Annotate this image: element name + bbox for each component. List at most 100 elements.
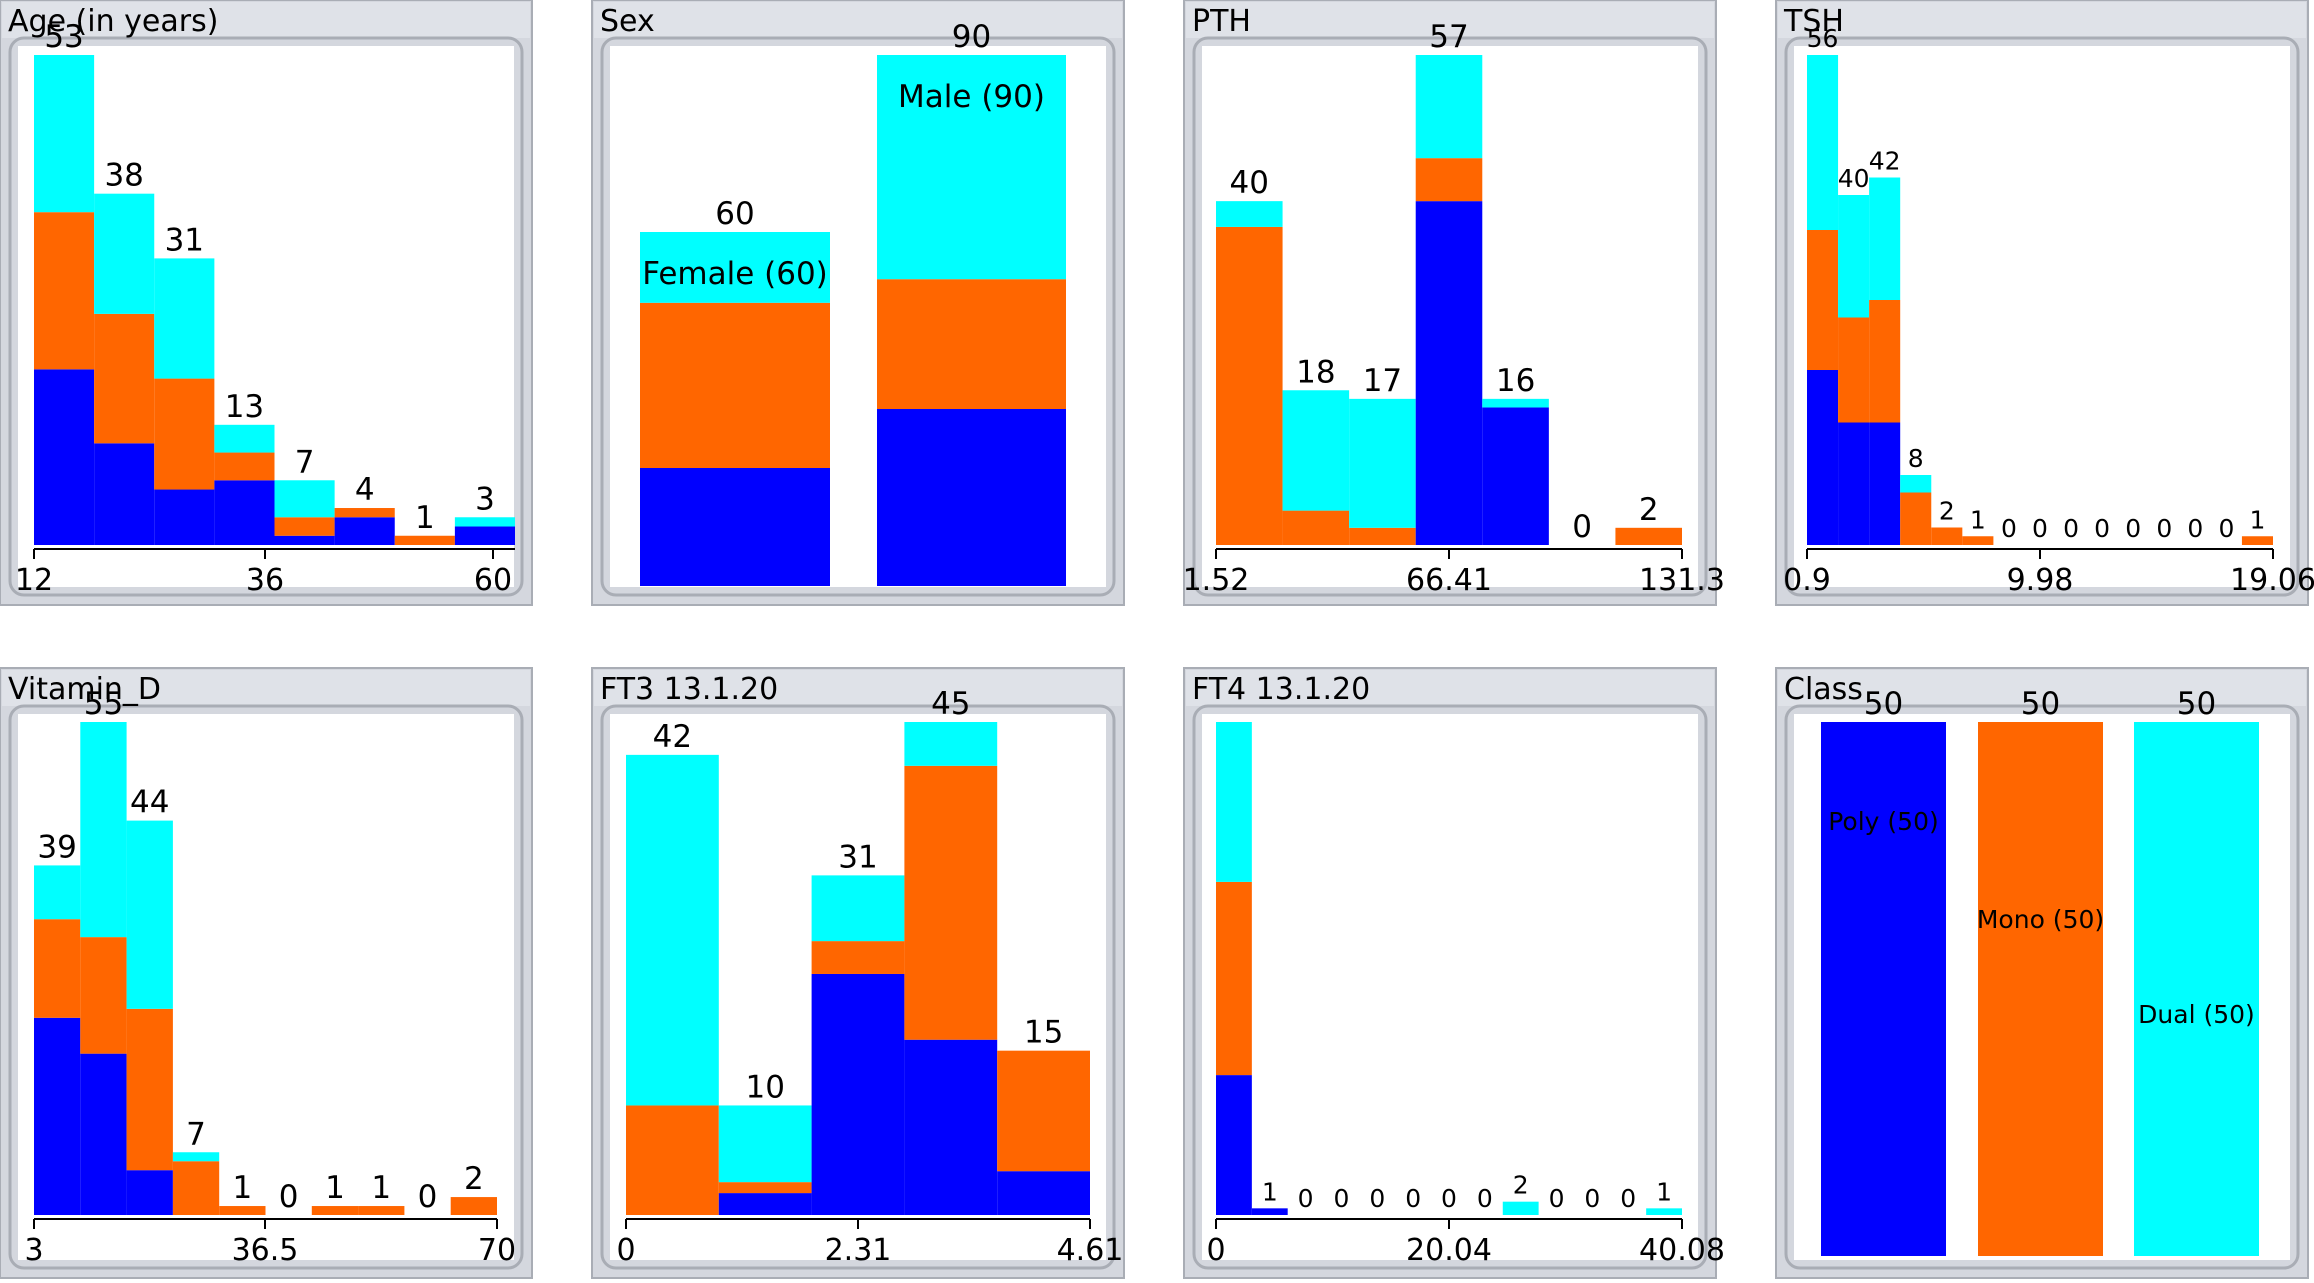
bar-count-label: 0 [2001, 514, 2017, 543]
bar-count-label: 2 [1513, 1171, 1529, 1200]
bar-segment [811, 973, 905, 1215]
bar-segment [1216, 201, 1283, 227]
bar-count-label: 2 [1939, 497, 1955, 526]
bar-count-label: 0 [418, 1179, 438, 1215]
bar-segment [1415, 201, 1483, 545]
bar-segment [640, 232, 830, 303]
panel-header [594, 670, 1122, 706]
bar-segment [1615, 527, 1682, 545]
bar-segment [1869, 300, 1901, 423]
bar-segment [34, 919, 81, 1018]
bar-segment [904, 1039, 998, 1215]
bar-segment [172, 1152, 220, 1162]
bar-count-label: 0 [1620, 1184, 1636, 1213]
bar-count-label: 0 [2218, 514, 2234, 543]
x-tick-label: 3 [24, 1233, 43, 1268]
bar-segment [1251, 1208, 1288, 1215]
bar-count-label: 15 [1024, 1015, 1063, 1051]
bar-segment [34, 55, 95, 213]
bar-segment [214, 480, 275, 545]
bar-segment [877, 409, 1066, 586]
bar-count-label: 0 [2063, 514, 2079, 543]
panel-header [1186, 670, 1714, 706]
panel-title: Age (in years) [8, 4, 218, 39]
bar-segment [454, 526, 515, 545]
bar-segment [1282, 390, 1350, 511]
x-tick-label: 1.52 [1183, 563, 1250, 598]
bar-segment [1807, 55, 1839, 230]
bar-segment [126, 820, 173, 1009]
panel-inner-border [8, 36, 524, 597]
bar-segment [904, 765, 998, 1040]
bar-segment [626, 754, 719, 1106]
panel-inner-border [8, 704, 524, 1270]
panel-title: Vitamin_D [8, 672, 161, 707]
bar-category-label: Mono (50) [1977, 905, 2104, 934]
x-tick-label: 2.31 [825, 1233, 892, 1268]
bar-count-label: 42 [653, 719, 692, 755]
bar-segment [1900, 492, 1932, 545]
x-tick-label: 20.04 [1406, 1233, 1492, 1268]
bar-count-label: 2 [464, 1161, 484, 1197]
bar-segment [1962, 536, 1994, 545]
panel-inner-border [1784, 36, 2300, 597]
bar-count-label: 50 [2177, 686, 2216, 722]
bar-segment [1216, 881, 1252, 1076]
bar-segment [718, 1193, 812, 1215]
bar-count-label: 7 [295, 444, 315, 480]
bar-count-label: 57 [1429, 19, 1468, 55]
bar-segment [1349, 527, 1416, 545]
bar-segment [1646, 1208, 1682, 1215]
panel-header [1186, 2, 1714, 38]
bar-segment [274, 480, 335, 518]
bar-count-label: 7 [186, 1116, 206, 1152]
bar-segment [94, 443, 155, 545]
bar-count-label: 17 [1363, 363, 1402, 399]
bar-segment [1838, 317, 1870, 423]
bar-count-label: 31 [165, 222, 204, 258]
bar-segment [1978, 722, 2103, 1256]
bar-segment [214, 452, 275, 481]
bar-segment [334, 508, 395, 518]
bar-segment [1869, 422, 1901, 545]
bar-segment [877, 279, 1066, 409]
bar-category-label: Poly (50) [1828, 807, 1939, 836]
panel-inner-border [1192, 36, 1708, 597]
bar-count-label: 1 [415, 500, 435, 536]
bar-segment [1415, 158, 1483, 202]
bar-segment [94, 193, 155, 314]
panel-header [1778, 670, 2306, 706]
x-tick-label: 60 [474, 563, 512, 598]
bar-segment [154, 378, 215, 490]
x-tick-label: 36.5 [232, 1233, 299, 1268]
bar-segment [80, 937, 127, 1054]
bar-segment [877, 55, 1066, 280]
panel-inner-border [600, 36, 1116, 597]
bar-segment [454, 517, 515, 527]
bar-count-label: 40 [1230, 165, 1269, 201]
x-tick-label: 66.41 [1406, 563, 1492, 598]
bar-segment [1900, 475, 1932, 493]
bar-segment [1216, 1075, 1252, 1215]
bar-segment [311, 1206, 359, 1215]
bar-count-label: 3 [475, 481, 495, 517]
bar-count-label: 0 [1584, 1184, 1600, 1213]
bar-count-label: 1 [1262, 1177, 1278, 1206]
bar-segment [1807, 230, 1839, 370]
bar-count-label: 50 [2021, 686, 2060, 722]
bar-segment [358, 1206, 405, 1215]
bar-segment [394, 535, 455, 545]
plot-area [1202, 714, 1698, 1260]
bar-segment [1821, 722, 1946, 1256]
bar-segment [1216, 722, 1252, 882]
panel-title: FT3 13.1.20 [600, 672, 778, 707]
bar-segment [1869, 177, 1901, 300]
panel-title: PTH [1192, 4, 1251, 39]
x-tick-label: 19.06 [2230, 563, 2314, 598]
bar-count-label: 2 [1639, 492, 1659, 528]
histogram-panel-6: FT3 13.1.20 42 10 31 45 15 0 2.31 4.61 [591, 667, 1125, 1279]
bar-segment [1482, 407, 1549, 545]
bar-segment [126, 1170, 173, 1215]
